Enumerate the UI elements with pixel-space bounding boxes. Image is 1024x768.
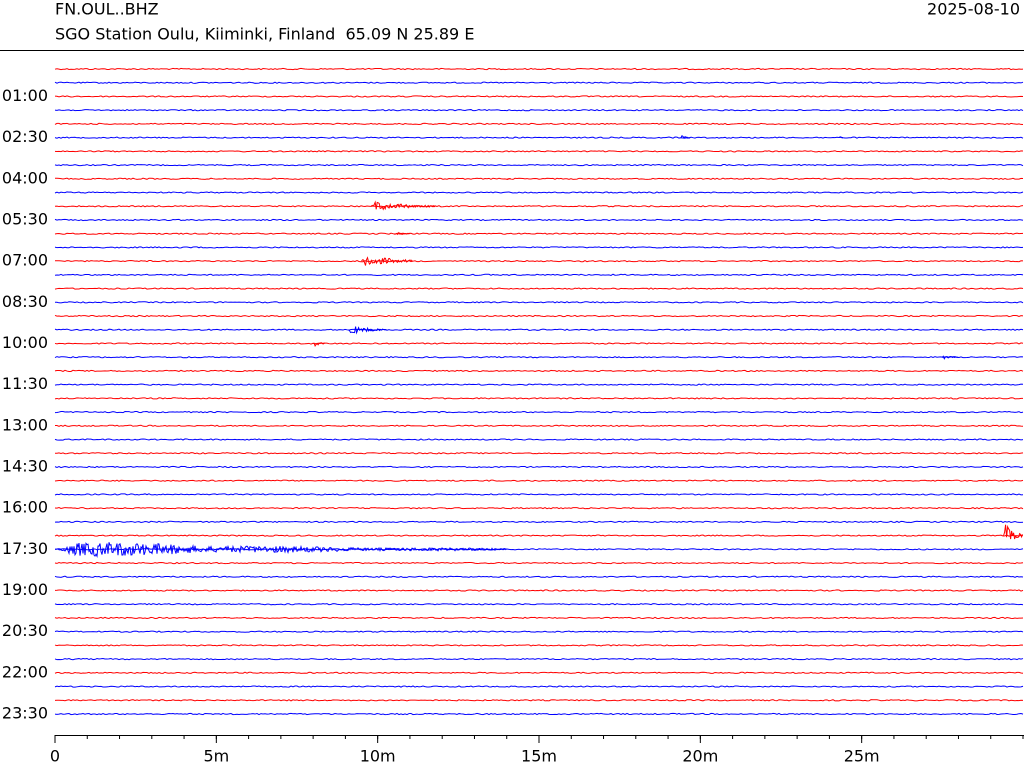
- seismic-event: [348, 326, 387, 335]
- trace: [54, 383, 1024, 386]
- trace: [54, 67, 1024, 71]
- y-tick-label: 17:30: [2, 539, 48, 558]
- x-tick-label: 0: [50, 747, 60, 766]
- x-tick-label: 20m: [682, 747, 718, 766]
- y-tick-label: 11:30: [2, 374, 48, 393]
- seismic-event: [941, 355, 959, 360]
- trace: [54, 575, 1024, 578]
- seismic-event: [370, 200, 436, 211]
- trace: [54, 95, 1024, 98]
- trace: [54, 657, 1024, 661]
- trace: [54, 314, 1024, 318]
- trace: [55, 424, 1024, 427]
- trace: [54, 493, 1024, 496]
- trace: [54, 81, 1024, 84]
- date: 2025-08-10: [927, 0, 1020, 19]
- trace: [54, 122, 1024, 126]
- y-tick-label: 02:30: [2, 127, 48, 146]
- trace: [54, 356, 1024, 359]
- trace: [54, 410, 1024, 414]
- trace: [54, 561, 1024, 565]
- trace: [54, 520, 1024, 524]
- trace: [54, 616, 1024, 620]
- trace: [54, 479, 1024, 482]
- y-tick-label: 08:30: [2, 292, 48, 311]
- trace: [54, 548, 1024, 551]
- trace: [54, 136, 1024, 139]
- trace: [54, 534, 1024, 537]
- trace: [54, 287, 1024, 290]
- y-tick-label: 23:30: [2, 704, 48, 723]
- x-tick-label: 10m: [360, 747, 396, 766]
- trace: [54, 259, 1024, 263]
- seismic-event: [393, 231, 410, 236]
- trace: [54, 301, 1024, 304]
- trace: [54, 232, 1024, 235]
- y-tick-label: 05:30: [2, 209, 48, 228]
- y-tick-label: 19:00: [2, 580, 48, 599]
- seismic-event: [506, 178, 511, 180]
- trace: [54, 397, 1024, 400]
- y-tick-label: 04:00: [2, 168, 48, 187]
- trace: [54, 603, 1024, 606]
- trace: [54, 712, 1024, 716]
- trace: [54, 342, 1024, 345]
- trace: [54, 273, 1024, 276]
- seismic-event: [54, 542, 507, 558]
- seismic-event: [312, 341, 326, 348]
- station-description: SGO Station Oulu, Kiiminki, Finland 65.0…: [55, 25, 474, 44]
- trace: [54, 438, 1024, 441]
- seismic-event: [1003, 524, 1024, 540]
- y-tick-label: 01:00: [2, 86, 48, 105]
- y-tick-label: 22:00: [2, 662, 48, 681]
- trace: [54, 246, 1024, 249]
- x-tick-label: 25m: [844, 747, 880, 766]
- trace: [54, 205, 1024, 208]
- y-tick-label: 20:30: [2, 621, 48, 640]
- trace: [54, 507, 1024, 510]
- trace: [54, 177, 1024, 180]
- trace: [54, 452, 1024, 455]
- seismic-event: [680, 134, 691, 139]
- trace: [54, 109, 1024, 112]
- y-tick-label: 07:00: [2, 251, 48, 270]
- trace: [54, 218, 1024, 222]
- trace: [54, 685, 1024, 688]
- y-tick-label: 13:00: [2, 415, 48, 434]
- trace: [54, 699, 1024, 702]
- trace: [54, 163, 1024, 167]
- y-tick-label: 16:00: [2, 498, 48, 517]
- trace: [54, 465, 1024, 469]
- seismic-event: [838, 136, 844, 139]
- trace: [54, 644, 1024, 647]
- trace: [54, 369, 1024, 373]
- seismic-event: [361, 256, 413, 266]
- trace: [54, 191, 1024, 194]
- trace: [54, 150, 1024, 153]
- x-tick-label: 15m: [521, 747, 557, 766]
- trace: [54, 328, 1024, 331]
- y-tick-label: 14:30: [2, 456, 48, 475]
- trace: [54, 630, 1024, 633]
- trace: [54, 671, 1024, 674]
- x-tick-label: 5m: [203, 747, 229, 766]
- trace: [54, 589, 1024, 592]
- station-code: FN.OUL..BHZ: [55, 0, 159, 19]
- y-tick-label: 10:00: [2, 333, 48, 352]
